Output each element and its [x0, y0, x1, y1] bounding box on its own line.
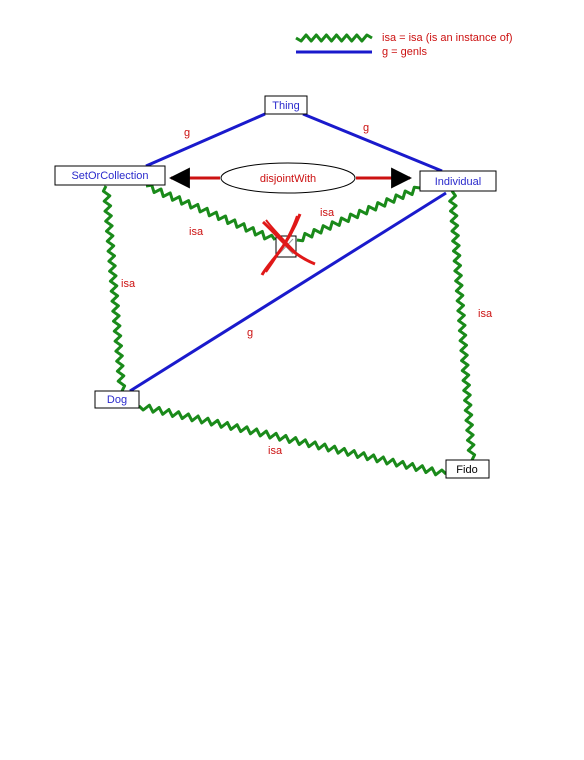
- label-g-setorcollection-thing: g: [184, 127, 190, 139]
- node-thing-box: [264, 95, 308, 115]
- node-thing-label: Thing: [272, 100, 300, 112]
- label-isa-fido-individual: isa: [478, 308, 493, 320]
- disjoint-with-label: disjointWith: [260, 173, 316, 185]
- label-isa-x-individual: isa: [320, 207, 335, 219]
- legend-isa-label: isa = isa (is an instance of): [382, 32, 513, 44]
- node-fido-box: [445, 459, 490, 479]
- isa-edges: [101, 183, 477, 477]
- label-isa-x-setorcollection: isa: [189, 226, 204, 238]
- label-g-individual-thing: g: [363, 122, 369, 134]
- node-dog-label: Dog: [107, 394, 127, 406]
- node-setorcollection: SetOrCollection: [54, 165, 166, 186]
- edge-genls-dog-individual: [129, 191, 447, 393]
- red-x-stroke-3: [260, 213, 302, 276]
- node-dog: Dog: [94, 390, 140, 409]
- node-fido: Fido: [445, 459, 490, 479]
- node-dog-box: [94, 390, 140, 409]
- node-thing: Thing: [264, 95, 308, 115]
- edge-isa-dog-setorcollection: [101, 185, 127, 392]
- label-isa-fido-dog: isa: [268, 445, 283, 457]
- node-individual-box: [419, 170, 497, 192]
- label-isa-dog-setorcollection: isa: [121, 278, 136, 290]
- edge-isa-fido-dog: [137, 403, 448, 477]
- edge-genls-individual-thing: [302, 112, 443, 173]
- legend-genls-label: g = genls: [382, 46, 427, 58]
- disjoint-with-relation: disjointWith: [168, 162, 413, 194]
- genls-edges: [129, 112, 447, 393]
- edge-isa-fido-individual: [448, 190, 477, 461]
- red-x-stroke-4: [265, 215, 298, 273]
- disjoint-with-ellipse: [220, 162, 356, 194]
- crossed-out-node: [260, 213, 316, 276]
- legend: isa = isa (is an instance of) g = genls: [295, 32, 513, 58]
- node-fido-label: Fido: [456, 464, 477, 476]
- node-individual: Individual: [419, 170, 497, 192]
- edge-isa-x-setorcollection: [145, 183, 277, 241]
- edge-isa-x-individual: [296, 185, 421, 243]
- edge-genls-setorcollection-thing: [145, 112, 266, 168]
- label-g-dog-individual: g: [247, 327, 253, 339]
- red-x-stroke-2: [265, 219, 299, 256]
- node-setorcollection-box: [54, 165, 166, 186]
- edge-labels: g g g isa isa isa isa isa: [121, 122, 493, 457]
- legend-isa-line: [295, 33, 373, 43]
- node-individual-label: Individual: [435, 176, 481, 188]
- node-setorcollection-label: SetOrCollection: [71, 170, 148, 182]
